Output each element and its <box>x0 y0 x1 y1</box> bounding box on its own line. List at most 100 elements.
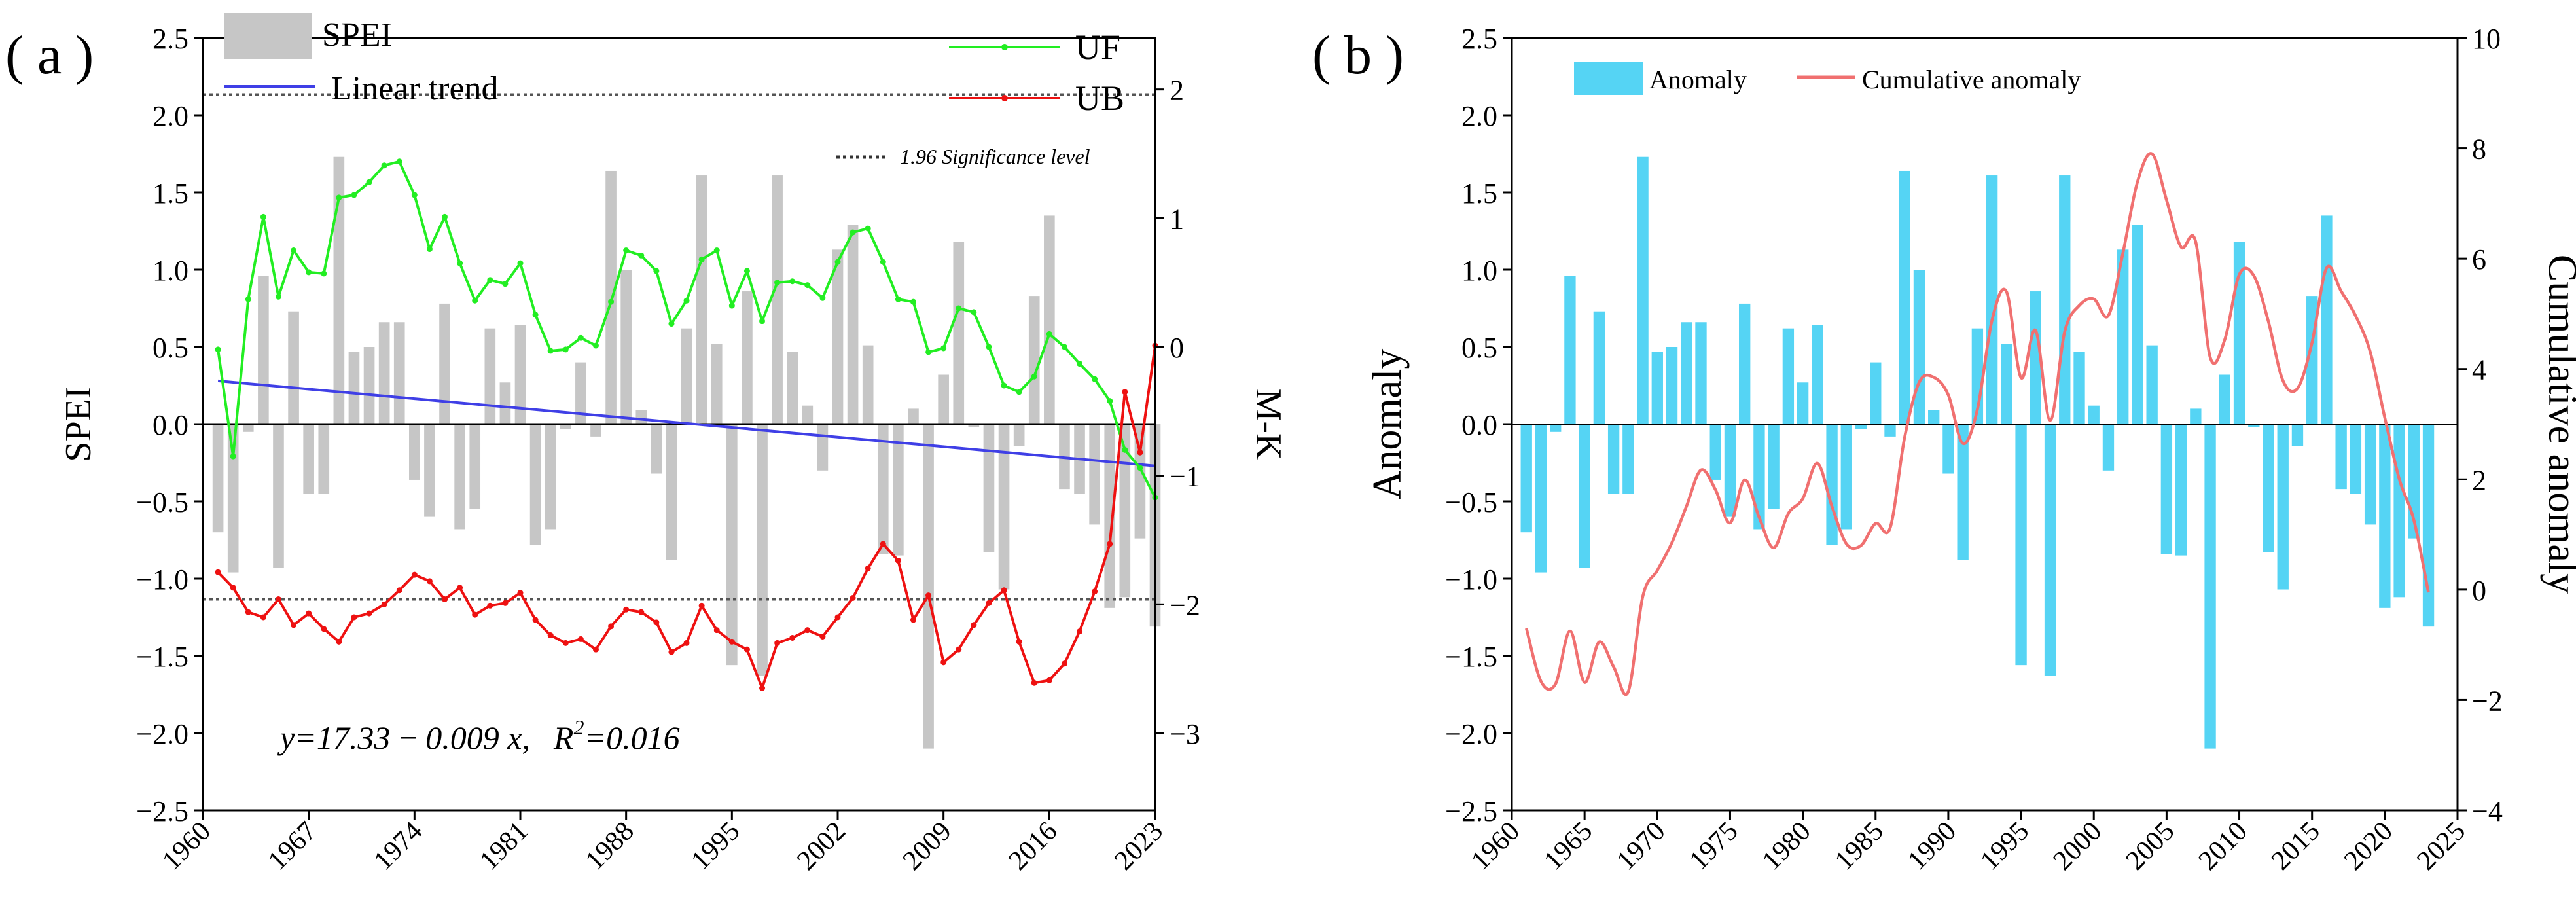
linear-trend-line <box>217 379 1156 467</box>
spei-bar <box>847 225 859 424</box>
spei-bar <box>454 424 465 530</box>
uf-point <box>683 297 690 304</box>
panel-a-left-axis-label: SPEI <box>58 386 99 461</box>
anomaly-bar <box>1797 382 1809 424</box>
uf-point <box>1061 344 1067 350</box>
anomaly-bar <box>1768 424 1780 509</box>
uf-point <box>1031 373 1037 380</box>
ub-point <box>986 600 992 606</box>
ub-point <box>502 600 509 606</box>
uf-point <box>275 293 281 300</box>
uf-point <box>532 312 539 318</box>
ub-point <box>940 659 947 666</box>
ub-point <box>306 610 312 617</box>
ub-point <box>789 634 796 641</box>
right-tick-label: 6 <box>2472 244 2486 276</box>
right-tick-label: 4 <box>2472 354 2486 386</box>
anomaly-bar <box>2291 424 2304 446</box>
panel-b-right-axis-label: Cumulative anomaly <box>2540 255 2576 594</box>
uf-point <box>366 179 372 185</box>
spei-bar <box>1028 296 1040 424</box>
left-tick-label: −1.5 <box>136 641 188 673</box>
left-tick-label: 2.5 <box>152 23 188 55</box>
legend-ub-marker <box>1001 95 1008 101</box>
anomaly-bar <box>2073 352 2085 424</box>
spei-bar <box>409 424 420 480</box>
uf-point <box>1077 361 1083 367</box>
anomaly-bar <box>1666 347 1678 424</box>
uf-point <box>986 344 992 350</box>
uf-point <box>472 297 478 304</box>
spei-bar <box>908 408 919 424</box>
anomaly-bar <box>1681 322 1692 424</box>
ub-point <box>245 609 251 615</box>
right-tick-label: 2 <box>1170 75 1184 107</box>
spei-bar <box>726 424 738 666</box>
spei-bar <box>469 424 481 509</box>
left-tick-label: −0.5 <box>136 486 188 518</box>
uf-point <box>743 268 750 274</box>
anomaly-bar <box>1899 170 1910 424</box>
ub-point <box>1061 660 1067 667</box>
uf-point <box>411 192 418 198</box>
ub-point <box>517 590 524 596</box>
anomaly-bar <box>1826 424 1838 545</box>
spei-bar <box>227 424 239 573</box>
legend-uf-marker <box>1001 44 1008 50</box>
anomaly-bar <box>2263 424 2274 552</box>
anomaly-bar <box>1753 424 1765 530</box>
ub-point <box>759 685 766 691</box>
linear-trend <box>217 379 1156 467</box>
ub-point <box>638 609 645 615</box>
ub-point <box>396 587 402 594</box>
spei-bar <box>499 382 511 424</box>
legend-significance-label: 1.96 Significance level <box>900 145 1090 168</box>
anomaly-bar <box>2044 424 2056 676</box>
spei-bar <box>1044 215 1055 424</box>
ub-point <box>850 595 856 601</box>
spei-bar <box>651 424 662 474</box>
ub-point <box>457 585 463 591</box>
right-tick-label: 1 <box>1170 203 1184 235</box>
anomaly-bar <box>1520 424 1532 533</box>
spei-bar <box>923 424 934 749</box>
left-tick-label: −1.0 <box>136 564 188 596</box>
left-tick-label: −2.0 <box>1445 718 1497 750</box>
ub-point <box>1107 541 1113 547</box>
uf-point <box>547 348 554 354</box>
anomaly-bar <box>1564 276 1576 424</box>
uf-point <box>260 213 266 220</box>
ub-point <box>532 617 539 623</box>
left-tick-label: 0.5 <box>152 332 188 364</box>
ub-point <box>260 614 266 621</box>
equation-rhs: =0.016 <box>584 719 679 756</box>
right-tick-label: 0 <box>2472 575 2486 607</box>
spei-bar <box>1119 424 1131 598</box>
spei-bar <box>877 424 889 554</box>
ub-point <box>743 646 750 653</box>
uf-point <box>895 296 901 302</box>
spei-bar <box>484 328 496 424</box>
ub-point <box>381 601 387 607</box>
legend-uf-label: UF <box>1075 27 1120 67</box>
anomaly-bar <box>2160 424 2173 554</box>
spei-bar <box>590 424 601 437</box>
left-tick-label: 1.5 <box>1461 177 1497 209</box>
anomaly-bar <box>1579 424 1590 568</box>
spei-bar <box>635 410 647 424</box>
spei-bar <box>681 328 692 424</box>
spei-bar <box>893 424 904 556</box>
uf-point <box>487 277 493 283</box>
uf-point <box>502 281 509 287</box>
ub-point <box>698 602 705 609</box>
uf-point <box>1122 446 1128 453</box>
ub-point <box>971 622 977 628</box>
ub-point <box>804 627 811 634</box>
anomaly-bar <box>1593 311 1605 424</box>
uf-series <box>215 158 1158 501</box>
uf-point <box>215 346 221 353</box>
uf-point <box>577 334 584 341</box>
uf-point <box>351 192 357 198</box>
spei-bar <box>514 325 526 424</box>
spei-bar <box>953 242 965 424</box>
